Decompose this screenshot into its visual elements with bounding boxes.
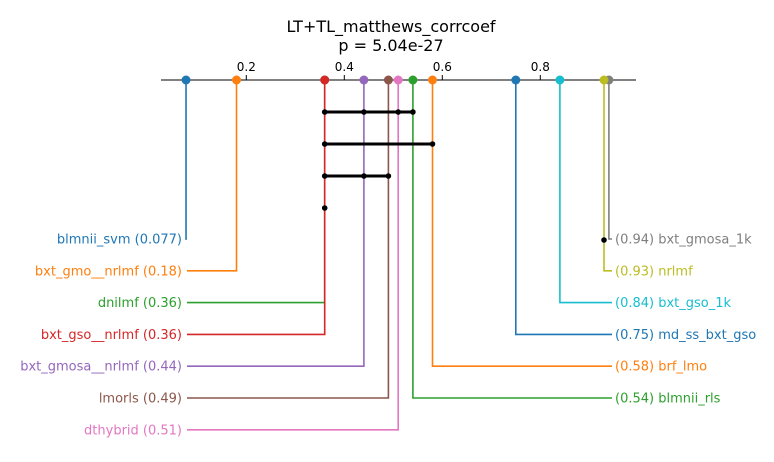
marker-blmnii_svm: [181, 75, 191, 85]
marker-lmorls: [383, 75, 393, 85]
label-bxt_gso_1k: (0.84) bxt_gso_1k: [615, 296, 732, 311]
label-brf_lmo: (0.58) brf_lmo: [615, 360, 707, 375]
marker-dthybrid: [393, 75, 403, 85]
connector-bxt_gmo__nrlmf: [187, 80, 238, 272]
connector-dthybrid: [187, 80, 400, 431]
label-blmnii_svm: blmnii_svm (0.077): [57, 233, 182, 248]
connector-blmnii_svm: [185, 80, 187, 240]
clique-bars: [321, 109, 607, 243]
connector-bxt_gmosa_1k: [608, 80, 612, 240]
clique-dot: [321, 141, 328, 147]
clique-dot: [601, 237, 607, 243]
connector-bxt_gso__nrlmf: [187, 80, 326, 336]
label-bxt_gmo__nrlmf: bxt_gmo__nrlmf (0.18): [35, 264, 182, 279]
clique-dot: [361, 109, 367, 115]
label-bxt_gmosa__nrlmf: bxt_gmosa__nrlmf (0.44): [20, 360, 182, 375]
tick-label: 0.2: [237, 60, 256, 74]
marker-bxt_gmo__nrlmf: [232, 75, 241, 85]
connector-lmorls: [187, 80, 390, 399]
label-lmorls: lmorls (0.49): [99, 392, 182, 407]
label-blmnii_rls: (0.54) blmnii_rls: [615, 392, 721, 407]
label-bxt_gmosa_1k: (0.94) bxt_gmosa_1k: [615, 233, 752, 248]
connector-nrlmf: [603, 80, 612, 272]
marker-bxt_gso__nrlmf: [320, 75, 330, 85]
label-dnilmf: dnilmf (0.36): [98, 296, 182, 311]
tick-label: 0.8: [531, 60, 550, 74]
method-markers: [181, 75, 614, 85]
clique-dot: [361, 173, 367, 179]
marker-brf_lmo: [428, 75, 437, 85]
connector-brf_lmo: [431, 80, 612, 368]
marker-blmnii_rls: [408, 75, 418, 85]
tick-label: 0.4: [335, 60, 354, 74]
connector-bxt_gmosa__nrlmf: [187, 80, 365, 368]
clique-dot: [410, 109, 416, 115]
label-dthybrid: dthybrid (0.51): [84, 423, 182, 438]
label-md_ss_bxt_gso: (0.75) md_ss_bxt_gso: [615, 328, 756, 343]
connector-md_ss_bxt_gso: [514, 80, 612, 336]
clique-dot: [321, 173, 328, 179]
method-connectors: [185, 80, 612, 431]
axis-ticks: 0.2 0.4 0.6 0.8: [237, 60, 550, 80]
marker-md_ss_bxt_gso: [511, 75, 521, 85]
connector-bxt_gso_1k: [559, 80, 612, 304]
label-nrlmf: (0.93) nrlmf: [615, 264, 693, 279]
clique-dot: [385, 173, 392, 179]
method-labels: blmnii_svm (0.077) bxt_gmo__nrlmf (0.18) d…: [20, 233, 756, 439]
clique-dot: [395, 109, 402, 115]
marker-nrlmf: [599, 75, 609, 85]
marker-bxt_gmosa__nrlmf: [359, 75, 369, 85]
connector-dnilmf: [187, 80, 326, 304]
chart-title: LT+TL_matthews_corrcoef: [286, 17, 495, 37]
label-bxt_gso__nrlmf: bxt_gso__nrlmf (0.36): [41, 328, 182, 343]
clique-dot: [321, 205, 328, 211]
marker-bxt_gso_1k: [555, 75, 565, 85]
connector-blmnii_rls: [412, 80, 612, 399]
chart-subtitle: p = 5.04e-27: [338, 36, 443, 55]
tick-label: 0.6: [433, 60, 452, 74]
clique-dot: [429, 141, 436, 147]
clique-dot: [321, 109, 328, 115]
